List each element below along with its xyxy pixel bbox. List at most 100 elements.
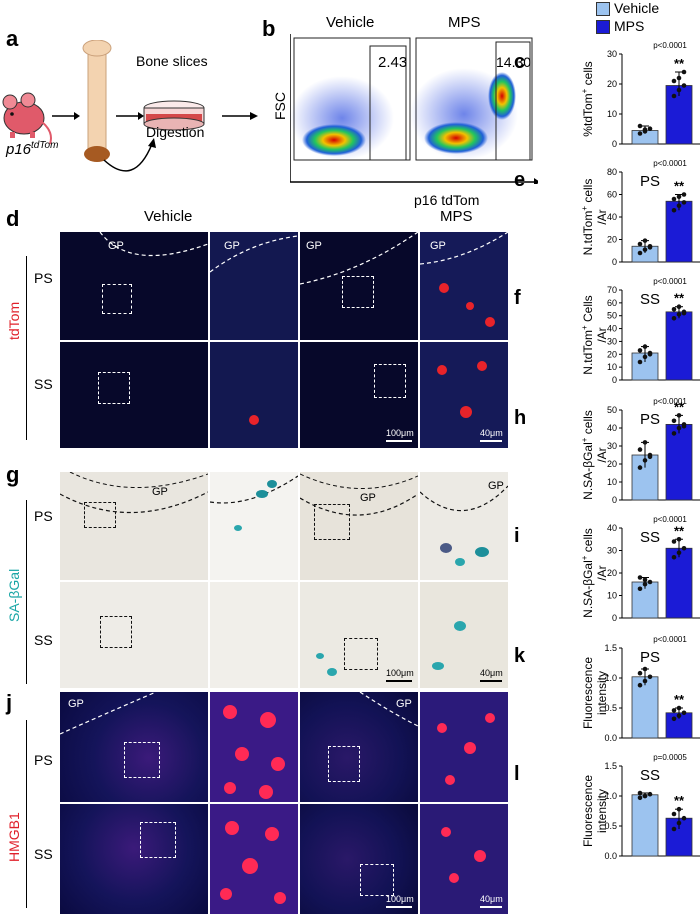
chart-h-tick-label-5: 50 [607, 405, 617, 415]
g-zoom-box-1 [84, 502, 116, 528]
chart-f-ylabel-main: N.tdTom [581, 330, 595, 375]
chart-e-point-0-5 [647, 245, 653, 250]
chart-e-tick-label-4: 80 [607, 167, 617, 177]
d-scale-bar-1 [386, 440, 412, 442]
chart-e-bar-mps [665, 200, 693, 263]
legend-vehicle-swatch [596, 2, 610, 16]
chart-l-subtitle: SS [640, 767, 660, 784]
chart-c-point-0-2 [647, 126, 653, 131]
chart-k-point-0-3 [637, 670, 643, 676]
g-mps-ss-overview: 100μm [300, 582, 418, 688]
chart-i-point-1-4 [676, 536, 682, 542]
chart-i-point-0-3 [637, 575, 643, 580]
panel-d-row-ss: SS [34, 376, 53, 392]
chart-c-point-1-0 [671, 93, 677, 99]
chart-i-point-0-1 [642, 581, 648, 587]
chart-e-tick-label-1: 20 [607, 235, 617, 245]
d-gp-label-1: GP [108, 240, 124, 252]
d-scale-bar-2 [480, 440, 502, 442]
chart-i-ylabel2: /Ar [595, 565, 609, 580]
chart-f-ylabel-suffix: Cells [581, 295, 595, 325]
g-scale-bar-2 [480, 680, 502, 682]
chart-l-tick-label-1: 0.5 [604, 821, 617, 831]
d-gp-label-3: GP [306, 240, 322, 252]
d-mps-ps-zoom: GP [420, 232, 508, 340]
chart-e-point-0-1 [642, 247, 648, 252]
chart-i-pvalue: p<0.0001 [653, 515, 687, 524]
chart-k-ylabel: Fluorescence [581, 657, 595, 729]
panel-e-label: e [514, 169, 525, 191]
chart-c-point-1-1 [676, 87, 682, 93]
panel-g-stain-label: SA-βGal [6, 568, 22, 622]
digestion-label: Digestion [146, 124, 205, 140]
g-mps-ss-zoom: 40μm [420, 582, 508, 688]
chart-k-tick-label-1: 0.5 [604, 703, 617, 713]
panel-d-bracket [26, 256, 27, 440]
chart-f-point-1-1 [676, 312, 682, 317]
chart-k-bar-vehicle [631, 676, 659, 739]
chart-i-bar-mps [665, 547, 693, 619]
chart-c-tick-label-2: 20 [607, 79, 617, 89]
chart-c-pvalue: p<0.0001 [653, 41, 687, 50]
chart-c-point-1-5 [681, 69, 687, 75]
d-vehicle-ps-overview: GP [60, 232, 208, 340]
chart-h-ylabel-sup: + [580, 437, 589, 442]
chart-f-ylabel: N.tdTom+ Cells [580, 295, 595, 374]
g-vehicle-ps-overview: GP [60, 472, 208, 580]
chart-k-ylabel-main: Fluorescence [581, 657, 595, 729]
chart-f-tick-label-4: 40 [607, 324, 617, 334]
chart-i-point-0-0 [637, 586, 643, 592]
j-scale-bar-1 [386, 906, 412, 908]
j-vehicle-ss-overview [60, 804, 208, 914]
chart-h-ylabel2: /Ar [595, 447, 609, 462]
chart-k-point-1-2 [681, 710, 687, 716]
d-zoom-box-3 [342, 276, 374, 308]
chart-h-pvalue: p<0.0001 [653, 397, 687, 406]
j-mps-ps-zoom [420, 692, 508, 802]
chart-f-point-0-3 [637, 348, 643, 353]
g-vehicle-ps-zoom [210, 472, 298, 580]
chart-i-point-0-2 [647, 579, 653, 585]
d-vehicle-ss-overview [60, 342, 208, 448]
g-zoom-box-7 [344, 638, 378, 670]
g-vehicle-ss-overview [60, 582, 208, 688]
j-zoom-box-1 [124, 742, 160, 778]
chart-e-point-1-5 [681, 192, 687, 197]
chart-k-point-1-0 [671, 716, 677, 722]
chart-c-point-0-0 [637, 131, 643, 136]
chart-l-tick-label-3: 1.5 [604, 761, 617, 771]
flow-mps-title: MPS [448, 14, 481, 31]
bone-icon [82, 40, 112, 162]
chart-i-ylabel: N.SA-βGal+ cells [580, 528, 595, 618]
panel-j-row-ss: SS [34, 846, 53, 862]
g-zoom-box-3 [314, 504, 350, 540]
j-scale-label-1: 100μm [386, 894, 414, 904]
chart-c-point-1-4 [676, 75, 682, 81]
d-mps-ss-overview: 100μm [300, 342, 418, 448]
chart-l-point-1-3 [671, 811, 677, 817]
chart-c-ylabel: %tdTom+ cells [580, 61, 595, 136]
legend-mps-swatch [596, 20, 610, 34]
chart-f-bar-mps [665, 311, 693, 381]
chart-l-point-1-0 [671, 826, 677, 832]
d-zoom-box-1 [102, 284, 132, 314]
d-vehicle-ss-zoom [210, 342, 298, 448]
chart-i-point-1-0 [671, 554, 677, 560]
legend-vehicle-label: Vehicle [614, 0, 660, 16]
chart-l-tick-label-0: 0.0 [604, 851, 617, 861]
d-mps-ps-overview: GP [300, 232, 418, 340]
panel-g-row-ps: PS [34, 508, 53, 524]
chart-e-tick-label-0: 0 [612, 257, 617, 267]
chart-l-point-0-2 [647, 791, 653, 797]
chart-i-ylabel-main: N.SA-βGal [581, 560, 595, 618]
j-zoom-box-3 [328, 746, 360, 782]
chart-i-tick-label-1: 10 [607, 591, 617, 601]
chart-l-pvalue: p=0.0005 [653, 753, 687, 762]
chart-i-tick-label-0: 0 [612, 613, 617, 623]
chart-f-point-1-4 [676, 304, 682, 310]
flow-x-axis-label: p16 tdTom [414, 192, 480, 208]
panel-c-label: c [514, 51, 525, 73]
chart-i-ylabel-suffix: cells [581, 528, 595, 555]
panel-j-row-ps: PS [34, 752, 53, 768]
flow-vehicle-title: Vehicle [326, 14, 375, 31]
